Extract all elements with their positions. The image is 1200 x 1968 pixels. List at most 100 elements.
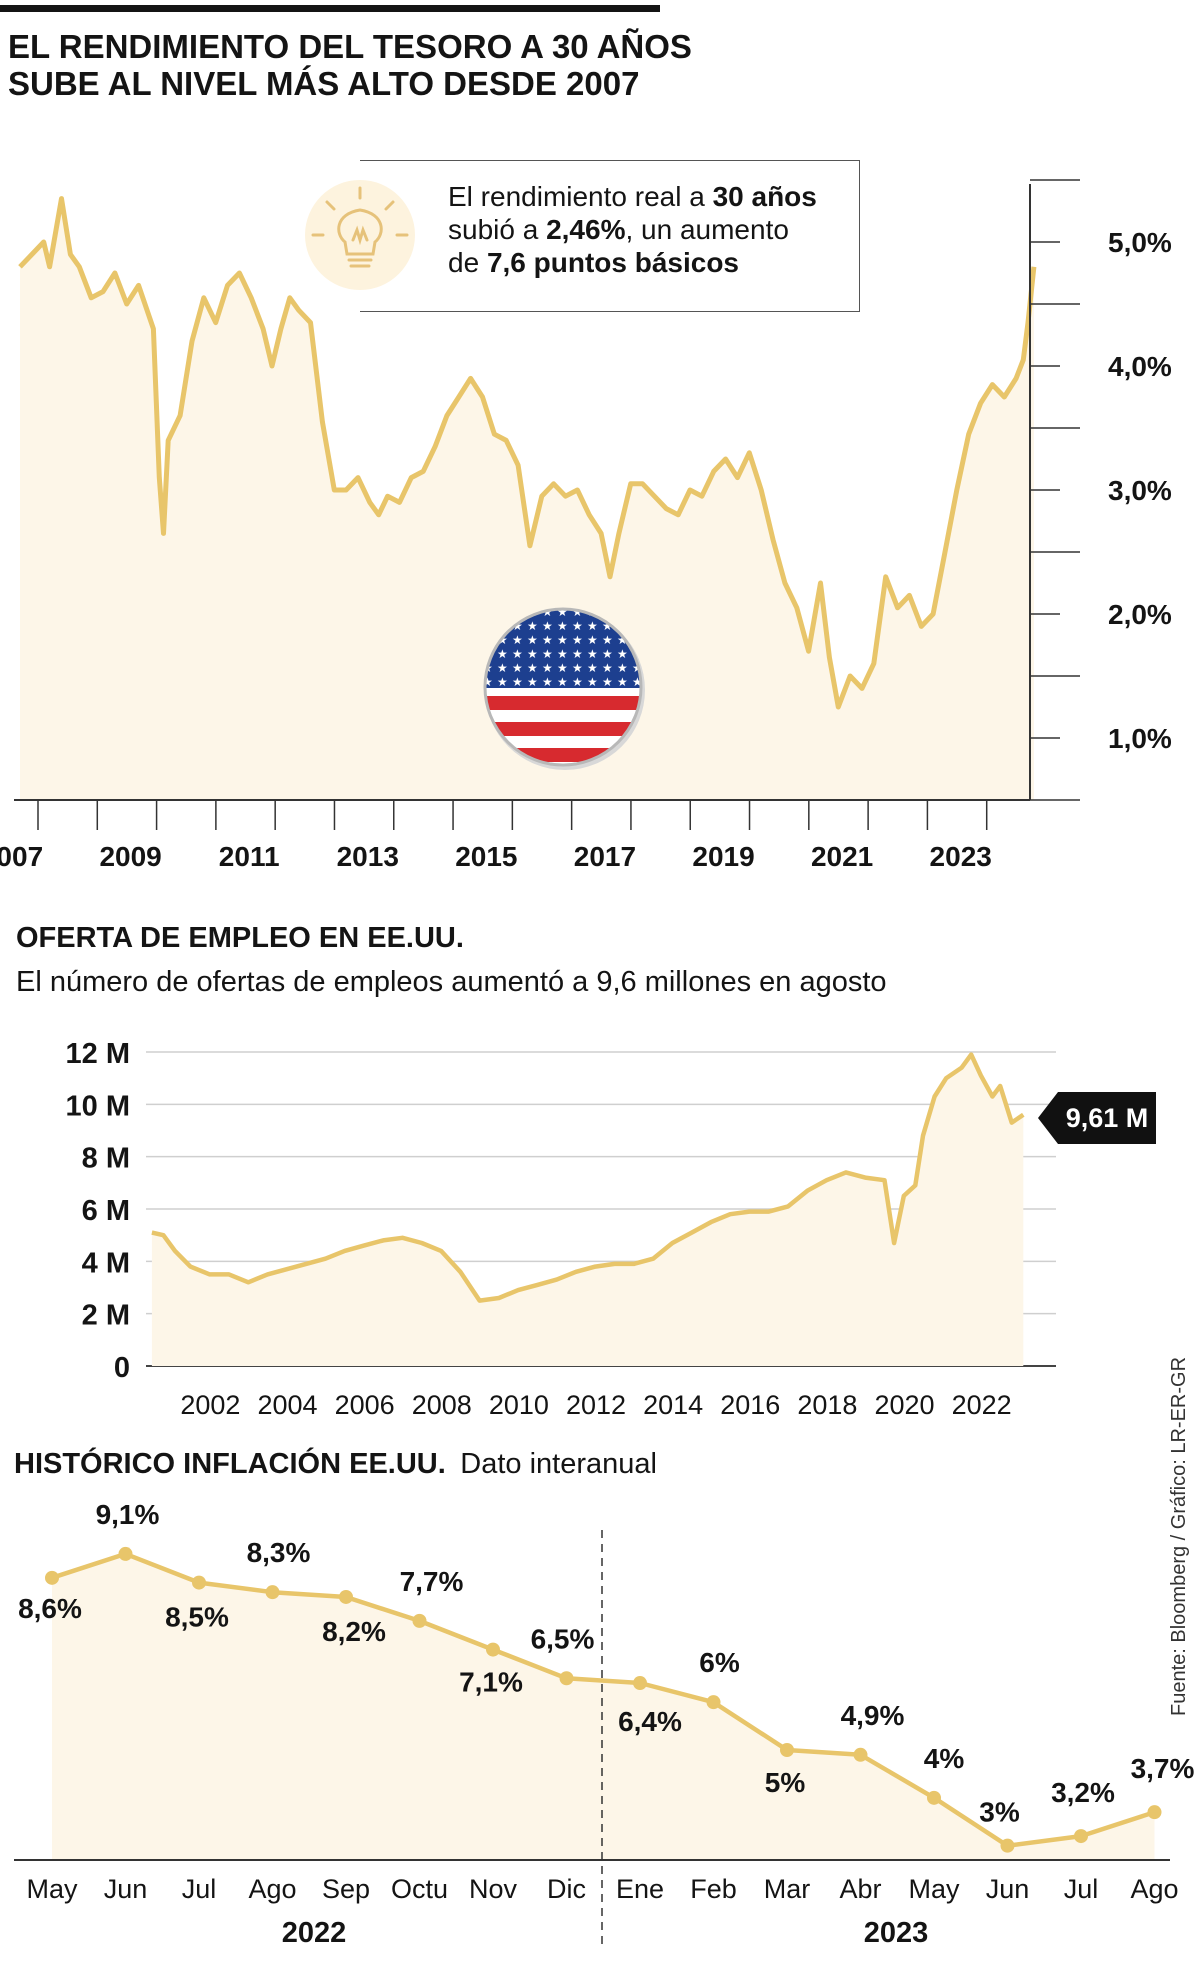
jobs-area-fill	[151, 1054, 1024, 1366]
jobs-y-tick-label: 6 M	[82, 1195, 130, 1227]
treasury-x-tick-label: 2017	[574, 841, 636, 872]
inflation-subtitle: Dato interanual	[460, 1448, 657, 1480]
jobs-x-tick-label: 2010	[489, 1390, 549, 1420]
inflation-data-label: 7,7%	[400, 1566, 464, 1597]
treasury-area-group	[18, 196, 1037, 801]
inflation-point	[780, 1743, 794, 1757]
inflation-data-label: 3,7%	[1131, 1753, 1195, 1784]
inflation-x-tick-label: May	[908, 1874, 960, 1904]
inflation-x-tick-label: Jul	[182, 1874, 217, 1904]
inflation-point	[486, 1642, 500, 1657]
treasury-y-tick-label: 2,0%	[1108, 599, 1172, 630]
title-line-2: SUBE AL NIVEL MÁS ALTO DESDE 2007	[8, 65, 640, 102]
inflation-x-tick-label: Ago	[248, 1874, 296, 1904]
treasury-y-tick-label: 4,0%	[1108, 351, 1172, 382]
inflation-x-tick-label: Mar	[764, 1874, 811, 1904]
jobs-y-tick-label: 8 M	[82, 1143, 130, 1175]
treasury-x-tick-label: 2021	[811, 841, 873, 872]
jobs-y-tick-label: 4 M	[82, 1247, 130, 1279]
inflation-x-tick-label: Octu	[391, 1874, 448, 1904]
jobs-y-tick-label: 0	[114, 1352, 130, 1384]
year-label-2023: 2023	[864, 1917, 929, 1949]
jobs-chart: 12 M 10 M 8 M 6 M 4 M 2 M 0 2002 2004 2006 2008 201…	[66, 1038, 1056, 1420]
inflation-data-label: 6,5%	[531, 1623, 595, 1654]
inflation-point	[192, 1575, 206, 1590]
inflation-x-tick-label: Dic	[547, 1874, 586, 1904]
jobs-x-tick-label: 2008	[412, 1390, 472, 1420]
treasury-x-tick-label: 2019	[692, 841, 754, 872]
note-bold-30-years: 30 años	[712, 181, 817, 212]
treasury-x-tick-label: 2007	[0, 841, 43, 872]
inflation-data-label: 8,2%	[322, 1616, 386, 1647]
inflation-axes-group: May Jun Jul Ago Sep Octu Nov Dic Ene Feb Mar Abr May…	[14, 1530, 1179, 1949]
jobs-title: OFERTA DE EMPLEO EN EE.UU.	[16, 922, 464, 954]
info-callout-text: El rendimiento real a 30 años subió a 2,…	[448, 180, 858, 279]
treasury-x-tick-label: 2009	[99, 841, 161, 872]
treasury-area-fill	[20, 198, 1034, 801]
treasury-axes-group: 5,0% 4,0% 3,0% 2,0% 1,0% 2007 2009 2011 2013 2015…	[0, 179, 1172, 872]
jobs-axes-group: 12 M 10 M 8 M 6 M 4 M 2 M 0 2002 2004 2006 2008 201…	[66, 1038, 1012, 1420]
jobs-x-tick-label: 2006	[335, 1390, 395, 1420]
inflation-labels-group: 8,6% 9,1% 8,5% 8,3% 8,2% 7,7% 7,1% 6,5% 6,4% 6% 5%…	[18, 1499, 1194, 1828]
treasury-y-tick-label: 1,0%	[1108, 723, 1172, 754]
treasury-y-tick-label: 3,0%	[1108, 475, 1172, 506]
inflation-heading: HISTÓRICO INFLACIÓN EE.UU. Dato interanu…	[14, 1448, 657, 1481]
year-label-2022: 2022	[282, 1917, 347, 1949]
treasury-y-tick-label: 5,0%	[1108, 227, 1172, 258]
inflation-x-tick-label: Abr	[839, 1874, 881, 1904]
inflation-point	[633, 1676, 647, 1691]
us-flag-icon: ★	[483, 607, 645, 770]
inflation-point	[412, 1613, 427, 1628]
title-line-1: EL RENDIMIENTO DEL TESORO A 30 AÑOS	[8, 28, 692, 65]
inflation-data-label: 4%	[924, 1743, 965, 1774]
jobs-x-tick-label: 2020	[874, 1390, 934, 1420]
inflation-data-label: 6,4%	[618, 1706, 682, 1737]
latest-value-tag: 9,61 M	[1058, 1092, 1156, 1144]
jobs-y-tick-label: 12 M	[66, 1038, 130, 1070]
note-text-2: subió a	[448, 214, 547, 245]
inflation-point	[1000, 1838, 1015, 1853]
note-text-4: de	[448, 247, 487, 278]
jobs-x-tick-label: 2022	[952, 1390, 1012, 1420]
inflation-x-tick-label: Jun	[104, 1874, 148, 1904]
inflation-data-label: 6%	[699, 1647, 740, 1678]
inflation-point	[265, 1585, 280, 1600]
lightbulb-icon	[305, 180, 415, 290]
inflation-title: HISTÓRICO INFLACIÓN EE.UU.	[14, 1448, 446, 1480]
note-text-3: , un aumento	[625, 214, 789, 245]
treasury-x-tick-label: 2013	[337, 841, 399, 872]
inflation-area-group	[45, 1546, 1162, 1860]
jobs-x-tick-label: 2002	[180, 1390, 240, 1420]
treasury-chart: 5,0% 4,0% 3,0% 2,0% 1,0% 2007 2009 2011 2013 2015…	[0, 179, 1172, 872]
inflation-point	[927, 1790, 941, 1805]
note-bold-rate: 2,46%	[546, 214, 626, 245]
inflation-x-tick-label: Ago	[1130, 1874, 1178, 1904]
inflation-point	[45, 1570, 59, 1585]
inflation-point	[706, 1695, 721, 1710]
inflation-x-tick-label: May	[26, 1874, 78, 1904]
inflation-x-tick-label: Sep	[322, 1874, 370, 1904]
inflation-data-label: 8,5%	[165, 1602, 229, 1633]
inflation-x-tick-label: Nov	[469, 1874, 518, 1904]
inflation-point	[339, 1589, 353, 1604]
latest-value-tag-arrow	[1038, 1092, 1058, 1144]
page-title: EL RENDIMIENTO DEL TESORO A 30 AÑOS SUBE…	[8, 28, 692, 102]
jobs-series-line	[151, 1052, 1025, 1303]
jobs-area-group	[151, 1052, 1025, 1366]
jobs-y-tick-label: 10 M	[66, 1090, 130, 1122]
inflation-point	[559, 1671, 574, 1686]
inflation-data-label: 9,1%	[96, 1499, 160, 1530]
inflation-data-label: 3%	[979, 1797, 1020, 1828]
treasury-x-tick-label: 2023	[930, 841, 992, 872]
top-rule	[0, 5, 660, 12]
inflation-data-label: 8,3%	[247, 1537, 311, 1568]
inflation-data-label: 4,9%	[841, 1700, 905, 1731]
inflation-x-tick-label: Ene	[616, 1874, 664, 1904]
lightbulb-icon-drawing	[311, 186, 409, 268]
jobs-x-tick-label: 2004	[257, 1390, 317, 1420]
treasury-x-tick-label: 2011	[219, 841, 280, 872]
jobs-x-tick-label: 2018	[797, 1390, 857, 1420]
inflation-x-tick-label: Jun	[986, 1874, 1030, 1904]
info-callout-box	[360, 160, 860, 312]
jobs-x-tick-label: 2014	[643, 1390, 703, 1420]
